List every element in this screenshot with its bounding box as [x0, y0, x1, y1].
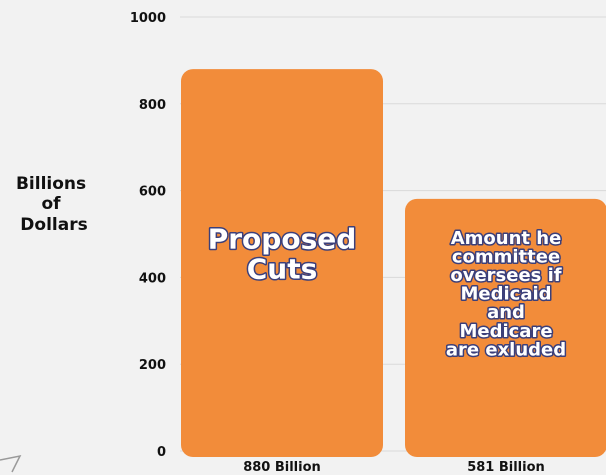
y-tick-label: 800	[139, 98, 166, 113]
bar-label-line: Medicaid	[460, 284, 551, 305]
y-tick-label: 1000	[130, 11, 166, 26]
bar-label-line: committee	[452, 246, 560, 267]
y-tick-label: 0	[157, 445, 166, 460]
bar-label-line: Cuts	[247, 253, 318, 286]
y-tick-label: 400	[139, 271, 166, 286]
y-tick-label: 200	[139, 358, 166, 373]
y-axis-label-line: of	[42, 194, 62, 214]
bar-label-line: oversees if	[450, 265, 561, 286]
bar	[405, 198, 606, 457]
y-axis-label: Billions of Dollars	[16, 174, 92, 235]
bar-label-line: Amount he	[451, 228, 562, 249]
y-tick-label: 600	[139, 185, 166, 200]
y-axis-label-line: Billions	[16, 174, 86, 194]
x-category-label: 581 Billion	[467, 460, 545, 475]
bar-label-line: are exluded	[446, 339, 566, 360]
y-axis-label-line: Dollars	[20, 215, 87, 235]
bar-label-line: and	[487, 302, 525, 323]
bar-label-line: Proposed	[208, 223, 357, 256]
bar-label-line: Medicare	[459, 321, 552, 342]
x-axis-categories: 880 Billion 581 Billion	[243, 460, 545, 475]
bar	[181, 69, 383, 457]
y-axis-ticks: 0 200 400 600 800 1000	[130, 11, 166, 460]
corner-decoration	[0, 454, 22, 473]
bar-label: Proposed Cuts	[208, 223, 357, 286]
bar-label: Amount he committee oversees if Medicaid and…	[446, 228, 566, 361]
bars: Proposed Cuts Amount he committee oversees i…	[181, 69, 606, 457]
x-category-label: 880 Billion	[243, 460, 321, 475]
